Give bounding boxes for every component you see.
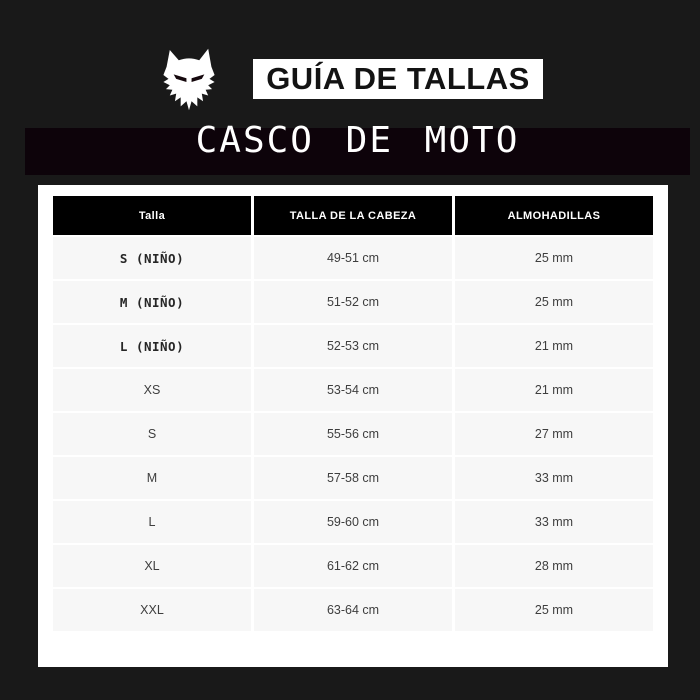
pad-size-value: 25 mm [455, 281, 653, 323]
table-row: M (NIÑO) 51-52 cm 25 mm [53, 281, 653, 323]
table-row: L 59-60 cm 33 mm [53, 501, 653, 543]
table-row: XS 53-54 cm 21 mm [53, 369, 653, 411]
table-row: S (NIÑO) 49-51 cm 25 mm [53, 237, 653, 279]
column-header-almohadillas: ALMOHADILLAS [455, 196, 653, 235]
table-row: XL 61-62 cm 28 mm [53, 545, 653, 587]
head-size-value: 52-53 cm [254, 325, 452, 367]
size-value: L (NIÑO) [53, 325, 251, 367]
table-row: S 55-56 cm 27 mm [53, 413, 653, 455]
head-size-value: 63-64 cm [254, 589, 452, 631]
title-band: CASCO DE MOTO [25, 123, 690, 175]
size-guide-badge: GUÍA DE TALLAS [253, 59, 543, 99]
table-header-row: Talla TALLA DE LA CABEZA ALMOHADILLAS [53, 196, 653, 235]
pad-size-value: 33 mm [455, 457, 653, 499]
head-size-value: 61-62 cm [254, 545, 452, 587]
pad-size-value: 28 mm [455, 545, 653, 587]
size-value: XL [53, 545, 251, 587]
table-row: M 57-58 cm 33 mm [53, 457, 653, 499]
head-size-value: 51-52 cm [254, 281, 452, 323]
pad-size-value: 25 mm [455, 237, 653, 279]
fox-head-icon [163, 48, 215, 110]
size-guide-badge-label: GUÍA DE TALLAS [266, 61, 530, 96]
size-value: M (NIÑO) [53, 281, 251, 323]
table-row: L (NIÑO) 52-53 cm 21 mm [53, 325, 653, 367]
brand-header: GUÍA DE TALLAS [0, 0, 700, 128]
head-size-value: 59-60 cm [254, 501, 452, 543]
head-size-value: 55-56 cm [254, 413, 452, 455]
pad-size-value: 27 mm [455, 413, 653, 455]
pad-size-value: 21 mm [455, 369, 653, 411]
size-table: Talla TALLA DE LA CABEZA ALMOHADILLAS S … [50, 194, 656, 633]
head-size-value: 49-51 cm [254, 237, 452, 279]
column-header-cabeza: TALLA DE LA CABEZA [254, 196, 452, 235]
size-value: M [53, 457, 251, 499]
column-header-talla: Talla [53, 196, 251, 235]
size-value: XXL [53, 589, 251, 631]
pad-size-value: 21 mm [455, 325, 653, 367]
size-value: XS [53, 369, 251, 411]
size-value: S [53, 413, 251, 455]
page-title: CASCO DE MOTO [195, 120, 520, 161]
pad-size-value: 33 mm [455, 501, 653, 543]
table-row: XXL 63-64 cm 25 mm [53, 589, 653, 631]
pad-size-value: 25 mm [455, 589, 653, 631]
size-value: L [53, 501, 251, 543]
size-value: S (NIÑO) [53, 237, 251, 279]
head-size-value: 53-54 cm [254, 369, 452, 411]
head-size-value: 57-58 cm [254, 457, 452, 499]
size-card: Talla TALLA DE LA CABEZA ALMOHADILLAS S … [38, 185, 668, 667]
